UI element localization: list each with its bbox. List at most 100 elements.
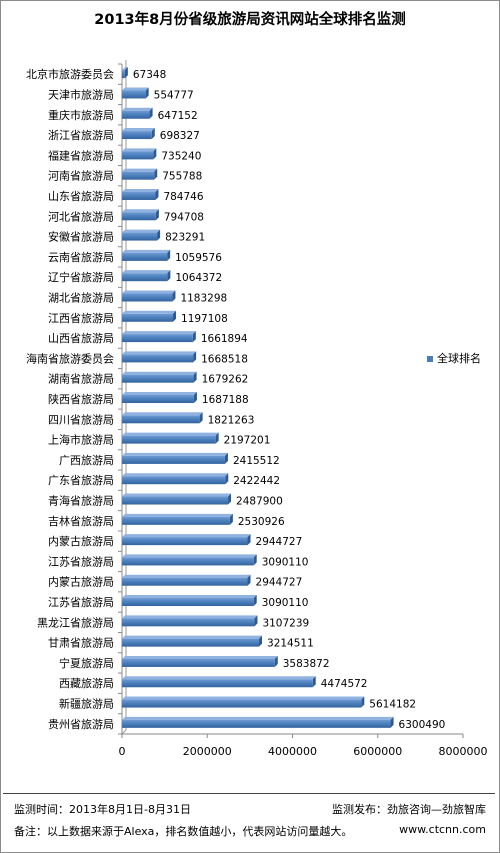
bar bbox=[122, 334, 193, 343]
data-label: 3107239 bbox=[262, 617, 309, 629]
category-label: 海南省旅游委员会 bbox=[26, 351, 114, 365]
bar-top bbox=[122, 493, 232, 497]
bar-side bbox=[124, 67, 128, 79]
category-label: 山东省旅游局 bbox=[48, 189, 114, 203]
category-label: 湖北省旅游局 bbox=[48, 290, 114, 304]
footer-publisher: 监测发布：劲旅咨询—劲旅智库 bbox=[332, 803, 486, 816]
x-tick-label: 8000000 bbox=[439, 745, 488, 758]
bar-top bbox=[122, 209, 159, 213]
bar bbox=[122, 232, 158, 241]
bar-side bbox=[155, 188, 159, 200]
bar-top bbox=[122, 107, 153, 111]
category-label: 上海市旅游局 bbox=[48, 433, 114, 447]
data-label: 1059576 bbox=[175, 252, 222, 264]
bar-side bbox=[225, 473, 229, 485]
data-label: 794708 bbox=[164, 211, 204, 223]
bar bbox=[122, 313, 174, 322]
bar-side bbox=[390, 716, 394, 728]
category-label: 山西省旅游局 bbox=[48, 331, 114, 345]
bar-side bbox=[361, 696, 365, 708]
bar bbox=[122, 252, 168, 261]
category-label: 四川省旅游局 bbox=[48, 412, 114, 426]
bar-side bbox=[153, 148, 157, 160]
footer-website: www.ctcnn.com bbox=[399, 823, 486, 836]
bar bbox=[122, 171, 155, 180]
bar-side bbox=[149, 107, 153, 119]
bar-top bbox=[122, 371, 197, 375]
category-label: 天津市旅游局 bbox=[48, 87, 114, 101]
bar bbox=[122, 374, 194, 383]
bar-side bbox=[229, 513, 233, 525]
bar-side bbox=[167, 249, 171, 261]
bar-side bbox=[215, 432, 219, 444]
category-label: 内蒙古旅游局 bbox=[48, 534, 114, 548]
bar bbox=[122, 191, 156, 200]
bar-side bbox=[151, 128, 155, 140]
bar bbox=[122, 679, 313, 688]
bar-side bbox=[224, 452, 228, 464]
data-label: 2415512 bbox=[233, 455, 280, 467]
category-label: 江苏省旅游局 bbox=[48, 595, 114, 609]
bar-top bbox=[122, 676, 316, 680]
bar-chart: 0 2000000 4000000 6000000 8000000 北京市旅游委员会 67… bbox=[26, 60, 488, 758]
category-label: 重庆市旅游局 bbox=[48, 108, 114, 122]
data-label: 784746 bbox=[163, 191, 203, 203]
bar-side bbox=[247, 574, 251, 586]
bar-top bbox=[122, 412, 203, 416]
bar-top bbox=[122, 513, 233, 517]
bar-side bbox=[253, 595, 257, 607]
bar-top bbox=[122, 168, 158, 172]
category-label: 甘肃省旅游局 bbox=[48, 636, 114, 650]
category-label: 云南省旅游局 bbox=[48, 250, 114, 264]
category-label: 黑龙江省旅游局 bbox=[37, 615, 114, 629]
category-label: 浙江省旅游局 bbox=[48, 128, 114, 142]
category-label: 安徽省旅游局 bbox=[48, 230, 114, 244]
data-label: 2944727 bbox=[256, 577, 303, 589]
bar-side bbox=[192, 331, 196, 343]
data-label: 1064372 bbox=[175, 272, 222, 284]
category-label: 西藏旅游局 bbox=[59, 676, 114, 690]
bar bbox=[122, 212, 156, 221]
bar bbox=[122, 577, 248, 586]
bar bbox=[122, 131, 152, 140]
category-label: 陕西省旅游局 bbox=[48, 392, 114, 406]
bar bbox=[122, 395, 194, 403]
bar-top bbox=[122, 534, 251, 538]
bar-side bbox=[193, 351, 197, 363]
data-label: 554777 bbox=[154, 89, 194, 101]
category-label: 河南省旅游局 bbox=[48, 169, 114, 183]
bar-top bbox=[122, 290, 176, 294]
data-label: 67348 bbox=[133, 69, 166, 81]
data-label: 1679262 bbox=[202, 374, 249, 386]
bar bbox=[122, 90, 146, 99]
bar bbox=[122, 516, 230, 525]
data-label: 2487900 bbox=[236, 496, 283, 508]
data-label: 5614182 bbox=[369, 699, 416, 711]
data-label: 3214511 bbox=[267, 638, 314, 650]
data-label: 1668518 bbox=[201, 353, 248, 365]
x-tick-label: 6000000 bbox=[353, 745, 402, 758]
bar-side bbox=[274, 655, 278, 667]
category-label: 江苏省旅游局 bbox=[48, 554, 114, 568]
bar-side bbox=[167, 270, 171, 282]
bar-top bbox=[122, 432, 219, 436]
bar-top bbox=[122, 148, 157, 152]
footer-note: 备注：以上数据来源于Alexa，排名数值越小，代表网站访问量越大。 bbox=[14, 825, 353, 838]
bar-top bbox=[122, 229, 161, 233]
bar bbox=[122, 70, 125, 79]
bar-top bbox=[122, 128, 155, 132]
bar-top bbox=[122, 249, 171, 253]
footer-monitor-time: 监测时间：2013年8月1日-8月31日 bbox=[14, 803, 191, 816]
data-label: 1197108 bbox=[181, 313, 228, 325]
bar-top bbox=[122, 615, 258, 619]
bar-top bbox=[122, 87, 149, 91]
bar bbox=[122, 719, 391, 728]
bar bbox=[122, 496, 229, 505]
data-label: 1687188 bbox=[202, 394, 249, 406]
data-label: 2197201 bbox=[224, 435, 271, 447]
bar-side bbox=[312, 676, 316, 688]
bar-top bbox=[122, 635, 263, 639]
axis-corner-line bbox=[121, 729, 127, 735]
bar-top bbox=[122, 351, 197, 355]
